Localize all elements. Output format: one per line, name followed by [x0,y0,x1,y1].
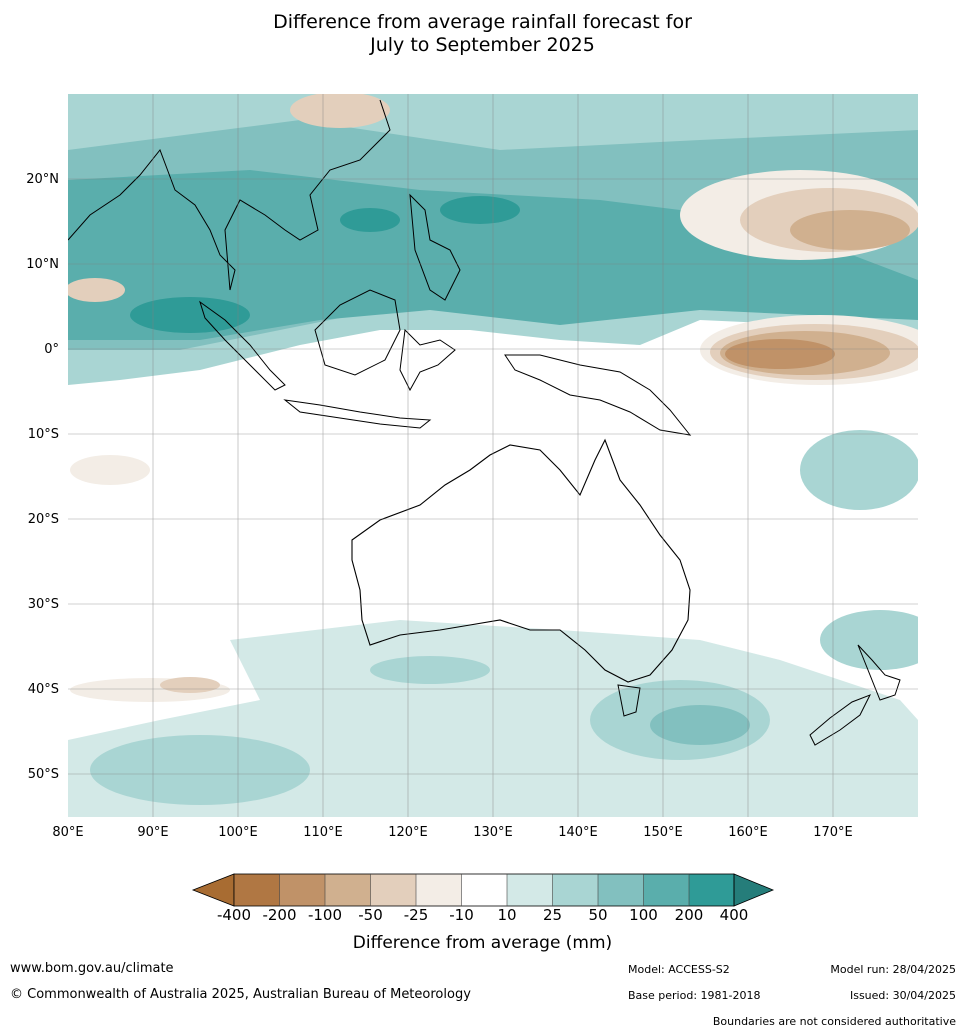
colorbar-tick: -50 [358,906,383,924]
lat-label: 50°S [28,767,59,782]
lat-label: 40°S [28,682,59,697]
colorbar-tick: -25 [403,906,429,924]
colorbar-swatch [598,874,644,906]
lon-label: 80°E [52,825,83,840]
colorbar-swatch [552,874,598,906]
longitude-labels: 80°E 90°E 100°E 110°E 120°E 130°E 140°E … [52,825,852,840]
latitude-labels: 20°N 10°N 0° 10°S 20°S 30°S 40°S 50°S [26,172,59,782]
map-title-line1: Difference from average rainfall forecas… [273,11,692,33]
lat-label: 20°S [28,512,59,527]
lat-label: 20°N [26,172,59,187]
lon-label: 100°E [218,825,258,840]
colorbar-swatch [416,874,462,906]
lon-label: 150°E [643,825,683,840]
colorbar-tick: -400 [216,906,252,924]
colorbar-swatch [370,874,416,906]
colorbar-title: Difference from average (mm) [352,933,613,953]
lon-label: 130°E [473,825,513,840]
lat-label: 10°N [26,257,59,272]
footer-issued: Issued: 30/04/2025 [849,989,956,1002]
colorbar-swatch [461,874,507,906]
map-field [68,94,918,817]
lat-label: 10°S [28,427,59,442]
lon-label: 140°E [558,825,598,840]
colorbar-swatch [507,874,553,906]
colorbar-swatch [689,874,734,906]
colorbar-swatch [325,874,371,906]
colorbar-tick: 100 [629,906,658,924]
footer-disclaimer: Boundaries are not considered authoritat… [712,1015,956,1028]
colorbar-tick: 50 [588,906,608,924]
footer-model: Model: ACCESS-S2 [628,963,730,976]
footer-model-run: Model run: 28/04/2025 [830,963,956,976]
colorbar-tick: 400 [719,906,749,924]
lon-label: 170°E [813,825,853,840]
lat-label: 30°S [28,597,59,612]
lon-label: 110°E [303,825,343,840]
lon-label: 160°E [728,825,768,840]
colorbar-swatch [234,874,280,906]
colorbar-tick: -100 [307,906,343,924]
footer-copyright: © Commonwealth of Australia 2025, Austra… [10,987,471,1002]
colorbar-swatch [279,874,325,906]
map-title-line2: July to September 2025 [370,34,595,56]
colorbar [191,873,775,907]
lon-label: 120°E [388,825,428,840]
lat-label: 0° [44,342,59,357]
colorbar-min-arrow [191,873,235,907]
colorbar-tick: 200 [674,906,704,924]
footer-base-period: Base period: 1981-2018 [628,989,761,1002]
colorbar-swatch [643,874,689,906]
colorbar-tick: 25 [542,906,563,924]
lon-label: 90°E [137,825,168,840]
footer-url[interactable]: www.bom.gov.au/climate [10,961,174,976]
colorbar-max-arrow [733,873,775,907]
colorbar-tick: -200 [262,906,297,924]
colorbar-tick: 10 [497,906,517,924]
colorbar-tick: -10 [449,906,474,924]
